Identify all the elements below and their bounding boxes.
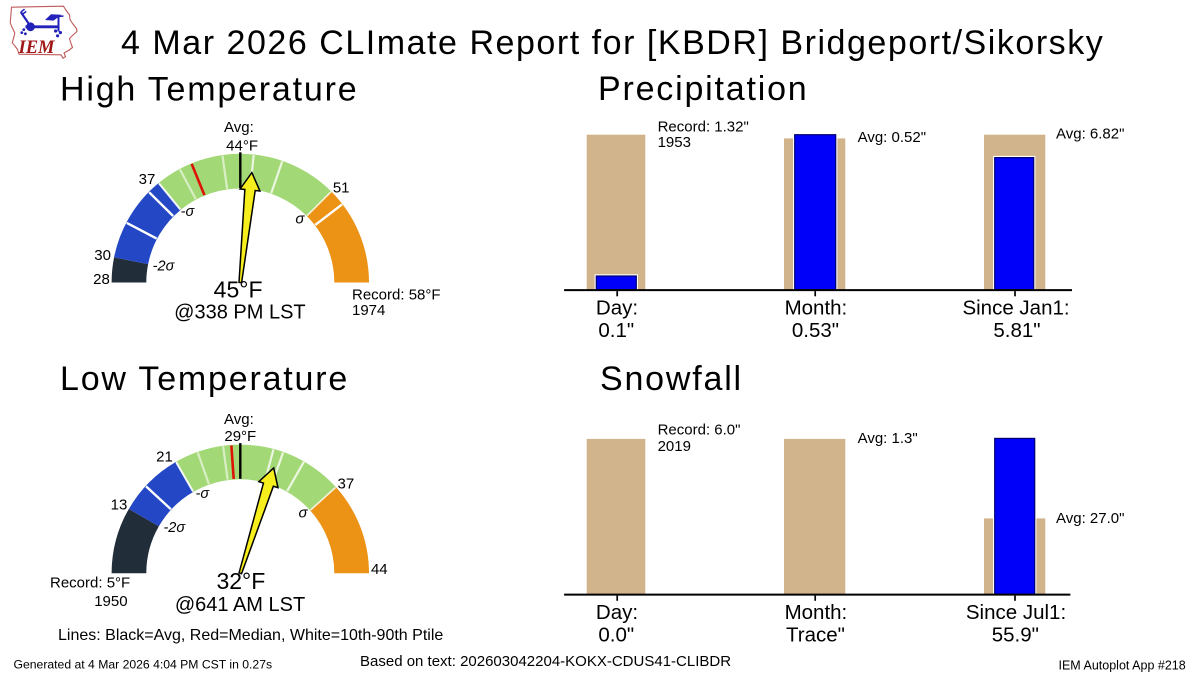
svg-text:Precipitation: Precipitation xyxy=(598,70,809,108)
svg-text:Record: 58°F: Record: 58°F xyxy=(352,287,441,304)
svg-text:13: 13 xyxy=(111,497,128,514)
svg-text:IEM Autoplot App #218: IEM Autoplot App #218 xyxy=(1059,659,1186,673)
svg-text:Avg:: Avg: xyxy=(224,119,254,136)
svg-text:@338 PM LST: @338 PM LST xyxy=(174,302,305,324)
svg-text:Avg: 6.82": Avg: 6.82" xyxy=(1056,126,1124,143)
svg-text:Trace": Trace" xyxy=(786,623,845,646)
svg-text:55.9": 55.9" xyxy=(992,623,1039,646)
svg-text:4 Mar 2026 CLImate Report for: 4 Mar 2026 CLImate Report for [KBDR] Bri… xyxy=(121,24,1104,62)
svg-text:@641 AM LST: @641 AM LST xyxy=(175,594,305,616)
svg-text:-σ: -σ xyxy=(196,486,211,502)
svg-text:2019: 2019 xyxy=(658,438,691,455)
svg-text:37: 37 xyxy=(139,171,156,188)
svg-text:1950: 1950 xyxy=(94,593,127,610)
svg-text:-σ: -σ xyxy=(181,204,196,220)
svg-text:45°F: 45°F xyxy=(214,277,263,303)
svg-text:High Temperature: High Temperature xyxy=(60,70,358,108)
svg-text:σ: σ xyxy=(298,505,308,522)
svg-text:Low Temperature: Low Temperature xyxy=(60,360,349,398)
svg-text:Month:: Month: xyxy=(785,297,848,320)
svg-text:IEM: IEM xyxy=(18,38,56,58)
svg-text:29°F: 29°F xyxy=(224,428,256,445)
svg-text:Based on text: 202603042204-KO: Based on text: 202603042204-KOKX-CDUS41-… xyxy=(360,653,731,670)
svg-text:Snowfall: Snowfall xyxy=(600,360,743,398)
svg-text:1953: 1953 xyxy=(658,134,691,151)
svg-text:Avg: 27.0": Avg: 27.0" xyxy=(1056,510,1124,527)
svg-text:Day:: Day: xyxy=(596,297,638,320)
svg-text:28: 28 xyxy=(93,271,110,288)
svg-text:0.1": 0.1" xyxy=(598,319,634,342)
svg-text:51: 51 xyxy=(333,180,350,197)
svg-text:21: 21 xyxy=(156,449,173,466)
svg-text:Since Jan1:: Since Jan1: xyxy=(962,297,1069,320)
svg-text:Generated at 4 Mar 2026 4:04 P: Generated at 4 Mar 2026 4:04 PM CST in 0… xyxy=(14,658,273,672)
svg-text:37: 37 xyxy=(338,475,355,492)
svg-text:30: 30 xyxy=(94,247,111,264)
svg-text:-2σ: -2σ xyxy=(163,520,186,536)
svg-text:Avg: 1.3": Avg: 1.3" xyxy=(858,430,918,447)
svg-text:σ: σ xyxy=(295,211,305,228)
svg-text:Record: 6.0": Record: 6.0" xyxy=(658,422,741,439)
svg-text:Day:: Day: xyxy=(596,601,638,624)
svg-text:0.53": 0.53" xyxy=(792,319,839,342)
svg-text:5.81": 5.81" xyxy=(993,319,1040,342)
svg-text:Since Jul1:: Since Jul1: xyxy=(966,601,1066,624)
svg-text:Lines: Black=Avg, Red=Median,: Lines: Black=Avg, Red=Median, White=10th… xyxy=(58,627,443,644)
svg-text:1974: 1974 xyxy=(352,302,385,319)
svg-text:32°F: 32°F xyxy=(216,568,265,594)
svg-text:Avg: 0.52": Avg: 0.52" xyxy=(858,129,926,146)
svg-text:44°F: 44°F xyxy=(226,138,258,155)
svg-text:Avg:: Avg: xyxy=(224,411,254,428)
svg-text:44: 44 xyxy=(371,561,388,578)
svg-text:Record: 1.32": Record: 1.32" xyxy=(658,119,749,136)
svg-text:Record: 5°F: Record: 5°F xyxy=(50,575,130,592)
svg-text:-2σ: -2σ xyxy=(153,259,176,275)
svg-text:0.0": 0.0" xyxy=(598,623,634,646)
svg-text:Month:: Month: xyxy=(785,601,848,624)
